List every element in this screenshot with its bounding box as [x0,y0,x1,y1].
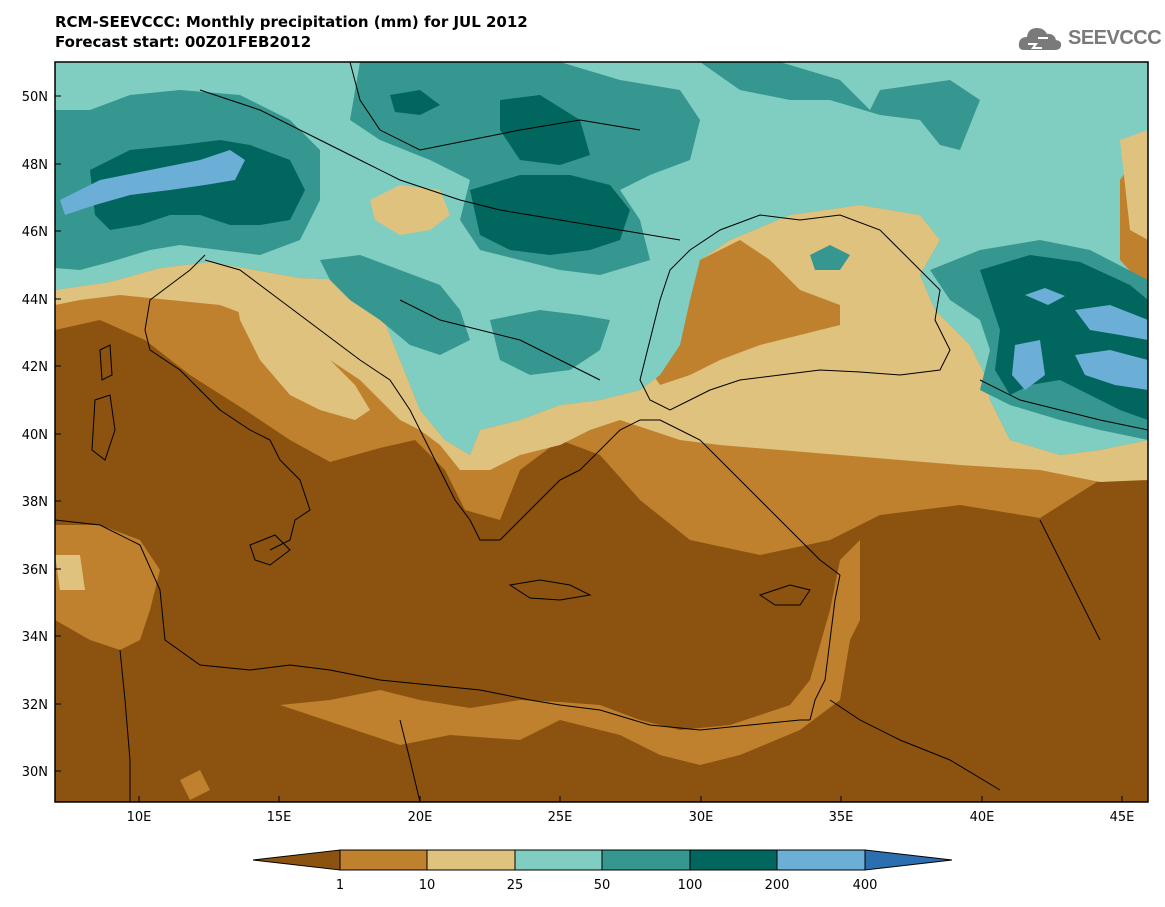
field-east-tan [1120,130,1148,240]
lon-label: 30E [689,810,714,825]
field-200-400-north [500,95,590,165]
island-crete [508,579,592,601]
colorbar-seg-4 [601,849,691,871]
lat-label: 46N [22,225,48,240]
field-italy-tan [235,290,370,420]
border-8 [829,699,1001,791]
cloud-icon [1018,28,1062,50]
field-south-coast-lighter [280,540,880,765]
lat-label: 36N [22,563,48,578]
island-corsica [99,344,113,381]
precipitation-fields [55,62,1148,802]
logo-text: SEEVCCC [1068,27,1162,49]
colorbar-label: 200 [765,878,790,893]
coast-black-sea [639,214,951,411]
colorbar-label: 25 [507,878,524,893]
border-4 [979,379,1148,431]
lat-label: 32N [22,698,48,713]
field-200-400-carpathian [470,175,630,255]
title-line-2: Forecast start: 00Z01FEB2012 [55,33,312,51]
colorbar-label: 10 [419,878,436,893]
lon-label: 45E [1110,810,1135,825]
colorbar-seg-under [252,849,341,871]
colorbar-seg-5 [689,849,778,871]
lon-axis: 10E 15E 20E 25E 30E 35E 40E 45E [127,796,1135,825]
lat-label: 42N [22,360,48,375]
title-line-1: RCM-SEEVCCC: Monthly precipitation (mm) … [55,13,528,31]
field-100-200-balkans [320,255,470,355]
colorbar-seg-3 [514,849,603,871]
field-400-caucasus-3 [1012,340,1045,390]
coastlines-and-borders [55,62,1148,802]
lon-label: 10E [127,810,152,825]
field-turkey-brown [650,240,840,385]
lon-label: 35E [829,810,854,825]
field-100-200-north [700,62,980,150]
island-cyprus [758,584,811,606]
field-100-200-crimea [810,245,850,270]
lat-label: 40N [22,428,48,443]
lat-label: 50N [22,90,48,105]
field-100-200-serbia [490,310,610,375]
field-hungary-tan-2 [370,185,450,235]
map-title: RCM-SEEVCCC: Monthly precipitation (mm) … [55,12,528,52]
lon-label: 40E [970,810,995,825]
coast-levant [809,574,841,721]
border-7 [399,719,421,802]
lon-label: 20E [408,810,433,825]
field-200-400-tatra [390,90,440,115]
lat-label: 48N [22,158,48,173]
lat-label: 30N [22,765,48,780]
border-3 [399,299,601,381]
lat-label: 44N [22,293,48,308]
field-libya-patch [180,770,210,800]
lat-label: 38N [22,495,48,510]
island-sardinia [91,394,116,461]
colorbar-seg-over [864,849,953,871]
border-5 [1039,519,1101,641]
lon-label: 15E [267,810,292,825]
coast-adriatic-east [204,259,500,541]
field-italy-bay [55,340,300,530]
field-nw-africa-west [55,525,160,650]
colorbar-label: 50 [594,878,611,893]
colorbar-label: 100 [678,878,703,893]
field-400-caucasus-4 [1075,350,1148,390]
colorbar-label: 400 [853,878,878,893]
field-400-caucasus-2 [1075,305,1148,340]
lat-axis: 50N 48N 46N 44N 42N 40N 38N 36N 34N 32N … [22,90,61,780]
colorbar-seg-6 [776,849,866,871]
field-nw-africa-light [55,555,85,590]
border-6 [119,649,131,802]
field-sinai-dry [860,515,1148,802]
coast-greece-turkey [499,419,841,576]
coast-italy [144,254,311,551]
island-sicily [249,534,291,566]
coast-north-africa [55,519,810,731]
map-frame [54,61,1149,803]
lon-label: 25E [548,810,573,825]
field-25-50 [55,205,1148,482]
colorbar: 1 10 25 50 100 200 400 [252,849,953,893]
field-400-alps [60,150,245,215]
field-400-caucasus-1 [1025,288,1065,305]
lat-label: 34N [22,630,48,645]
colorbar-seg-1 [339,849,428,871]
border-2 [349,62,641,151]
border-1 [199,89,681,241]
colorbar-seg-2 [426,849,516,871]
colorbar-label: 1 [336,878,344,893]
